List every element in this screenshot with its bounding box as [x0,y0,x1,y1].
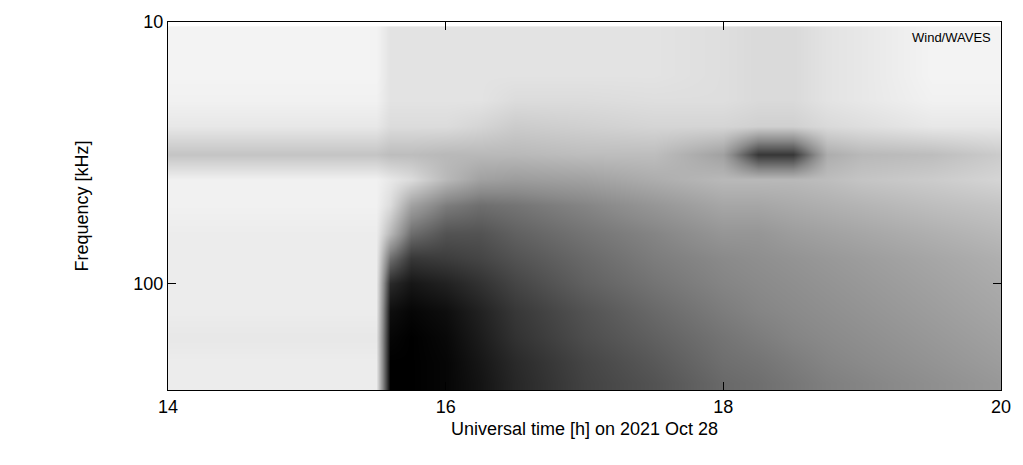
svg-text:10: 10 [143,12,163,32]
svg-text:14: 14 [158,397,178,417]
svg-text:Wind/WAVES: Wind/WAVES [912,30,991,45]
svg-text:20: 20 [991,397,1011,417]
svg-text:100: 100 [133,274,163,294]
svg-text:Universal time [h] on 2021 Oct: Universal time [h] on 2021 Oct 28 [451,419,718,439]
svg-text:18: 18 [713,397,733,417]
svg-text:16: 16 [436,397,456,417]
svg-text:Frequency [kHz]: Frequency [kHz] [72,140,92,271]
